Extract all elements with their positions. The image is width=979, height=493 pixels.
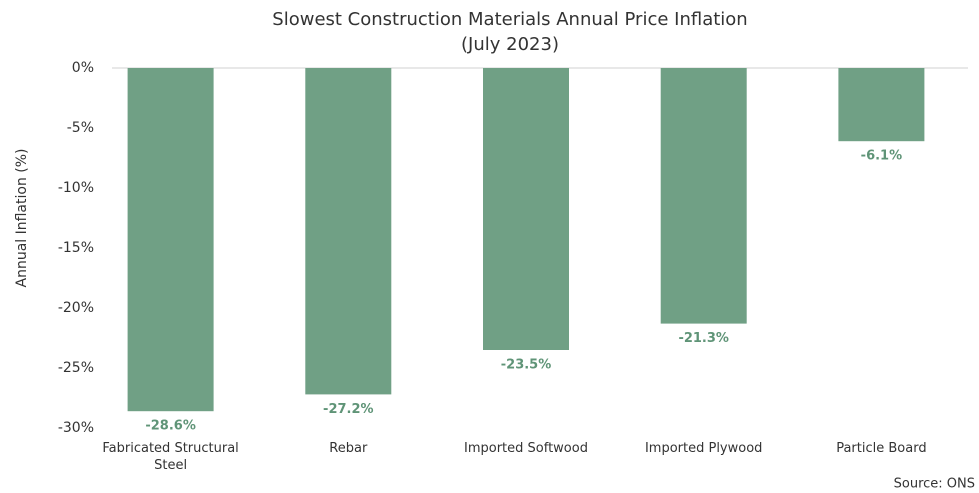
bar bbox=[127, 68, 214, 412]
y-axis-label: Annual Inflation (%) bbox=[14, 148, 30, 287]
y-tick-label: -15% bbox=[58, 240, 94, 256]
y-tick-label: -30% bbox=[58, 420, 94, 436]
x-tick-label: Fabricated Structural Steel bbox=[102, 441, 239, 473]
chart-title: Slowest Construction Materials Annual Pr… bbox=[272, 9, 747, 30]
bar bbox=[483, 68, 569, 350]
value-label: -6.1% bbox=[861, 149, 902, 164]
x-tick-label: Imported Plywood bbox=[644, 441, 763, 456]
x-tick-label: Imported Softwood bbox=[464, 441, 588, 456]
value-label: -27.2% bbox=[323, 402, 374, 417]
bar bbox=[660, 68, 747, 324]
chart-subtitle: (July 2023) bbox=[461, 34, 559, 55]
x-tick-label: Particle Board bbox=[836, 441, 927, 456]
y-tick-label: -20% bbox=[58, 300, 94, 316]
y-tick-label: -25% bbox=[58, 360, 94, 376]
bar bbox=[305, 68, 392, 395]
y-tick-label: 0% bbox=[72, 60, 94, 76]
x-tick-label: Rebar bbox=[329, 441, 368, 456]
bar bbox=[838, 68, 925, 142]
y-tick-label: -10% bbox=[58, 180, 94, 196]
y-tick-label: -5% bbox=[67, 120, 94, 136]
value-label: -28.6% bbox=[145, 419, 196, 434]
source: Source: ONS bbox=[894, 477, 975, 492]
value-label: -23.5% bbox=[501, 358, 552, 373]
value-label: -21.3% bbox=[678, 331, 729, 346]
